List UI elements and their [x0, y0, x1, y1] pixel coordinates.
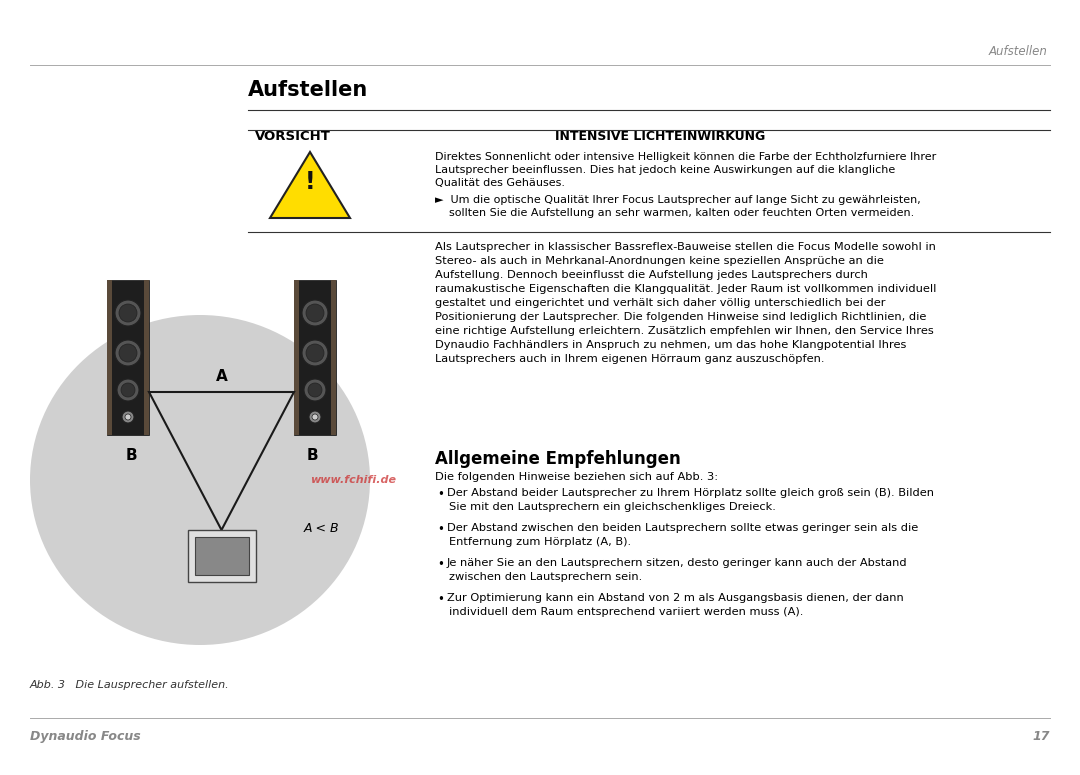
Bar: [107, 280, 149, 435]
Circle shape: [114, 300, 141, 326]
Circle shape: [312, 414, 318, 420]
Circle shape: [121, 383, 135, 397]
Circle shape: [119, 304, 137, 322]
Bar: [330, 280, 336, 435]
Text: zwischen den Lautsprechern sein.: zwischen den Lautsprechern sein.: [449, 572, 643, 582]
Text: A < B: A < B: [303, 522, 339, 535]
Text: Die folgenden Hinweise beziehen sich auf Abb. 3:: Die folgenden Hinweise beziehen sich auf…: [435, 472, 718, 482]
Text: Qualität des Gehäuses.: Qualität des Gehäuses.: [435, 178, 565, 188]
Ellipse shape: [30, 315, 370, 645]
Text: •: •: [437, 488, 444, 501]
Circle shape: [308, 383, 322, 397]
Text: Der Abstand beider Lautsprecher zu Ihrem Hörplatz sollte gleich groß sein (B). B: Der Abstand beider Lautsprecher zu Ihrem…: [447, 488, 934, 498]
Bar: [294, 280, 336, 435]
Circle shape: [309, 411, 321, 423]
Circle shape: [306, 304, 324, 322]
Text: Direktes Sonnenlicht oder intensive Helligkeit können die Farbe der Echtholzfurn: Direktes Sonnenlicht oder intensive Hell…: [435, 152, 936, 162]
Text: 17: 17: [1032, 730, 1050, 743]
Text: sollten Sie die Aufstellung an sehr warmen, kalten oder feuchten Orten vermeiden: sollten Sie die Aufstellung an sehr warm…: [435, 208, 915, 218]
Text: www.fchifi.de: www.fchifi.de: [310, 475, 396, 485]
Text: Entfernung zum Hörplatz (A, B).: Entfernung zum Hörplatz (A, B).: [449, 537, 631, 547]
Text: Allgemeine Empfehlungen: Allgemeine Empfehlungen: [435, 450, 680, 468]
Text: Als Lautsprecher in klassischer Bassreflex-Bauweise stellen die Focus Modelle so: Als Lautsprecher in klassischer Bassrefl…: [435, 242, 936, 364]
Text: •: •: [437, 558, 444, 571]
Text: INTENSIVE LICHTEINWIRKUNG: INTENSIVE LICHTEINWIRKUNG: [555, 130, 765, 143]
Text: Der Abstand zwischen den beiden Lautsprechern sollte etwas geringer sein als die: Der Abstand zwischen den beiden Lautspre…: [447, 523, 918, 533]
Text: •: •: [437, 593, 444, 606]
Text: Aufstellen: Aufstellen: [248, 80, 368, 100]
Text: Lautsprecher beeinflussen. Dies hat jedoch keine Auswirkungen auf die klangliche: Lautsprecher beeinflussen. Dies hat jedo…: [435, 165, 895, 175]
Text: VORSICHT: VORSICHT: [255, 130, 330, 143]
Bar: [194, 537, 248, 575]
Polygon shape: [270, 152, 350, 218]
Text: Sie mit den Lautsprechern ein gleichschenkliges Dreieck.: Sie mit den Lautsprechern ein gleichsche…: [449, 502, 775, 512]
Text: Zur Optimierung kann ein Abstand von 2 m als Ausgangsbasis dienen, der dann: Zur Optimierung kann ein Abstand von 2 m…: [447, 593, 904, 603]
Circle shape: [119, 344, 137, 362]
Circle shape: [125, 414, 131, 420]
Text: Dynaudio Focus: Dynaudio Focus: [30, 730, 140, 743]
Text: Abb. 3   Die Lausprecher aufstellen.: Abb. 3 Die Lausprecher aufstellen.: [30, 680, 230, 690]
Text: •: •: [437, 523, 444, 536]
Circle shape: [302, 340, 328, 366]
Circle shape: [302, 300, 328, 326]
Text: A: A: [216, 369, 228, 384]
Circle shape: [306, 344, 324, 362]
Circle shape: [117, 379, 139, 401]
Bar: [107, 280, 112, 435]
Text: Aufstellen: Aufstellen: [989, 45, 1048, 58]
Circle shape: [122, 411, 134, 423]
Text: B: B: [125, 449, 137, 463]
Bar: [294, 280, 299, 435]
Bar: [144, 280, 149, 435]
Circle shape: [114, 340, 141, 366]
Text: ►  Um die optische Qualität Ihrer Focus Lautsprecher auf lange Sicht zu gewährle: ► Um die optische Qualität Ihrer Focus L…: [435, 195, 921, 205]
Text: B: B: [307, 449, 318, 463]
Circle shape: [303, 379, 326, 401]
Text: !: !: [305, 170, 315, 194]
Text: Je näher Sie an den Lautsprechern sitzen, desto geringer kann auch der Abstand: Je näher Sie an den Lautsprechern sitzen…: [447, 558, 907, 568]
Text: individuell dem Raum entsprechend variiert werden muss (A).: individuell dem Raum entsprechend variie…: [449, 607, 804, 617]
Bar: [188, 530, 256, 582]
